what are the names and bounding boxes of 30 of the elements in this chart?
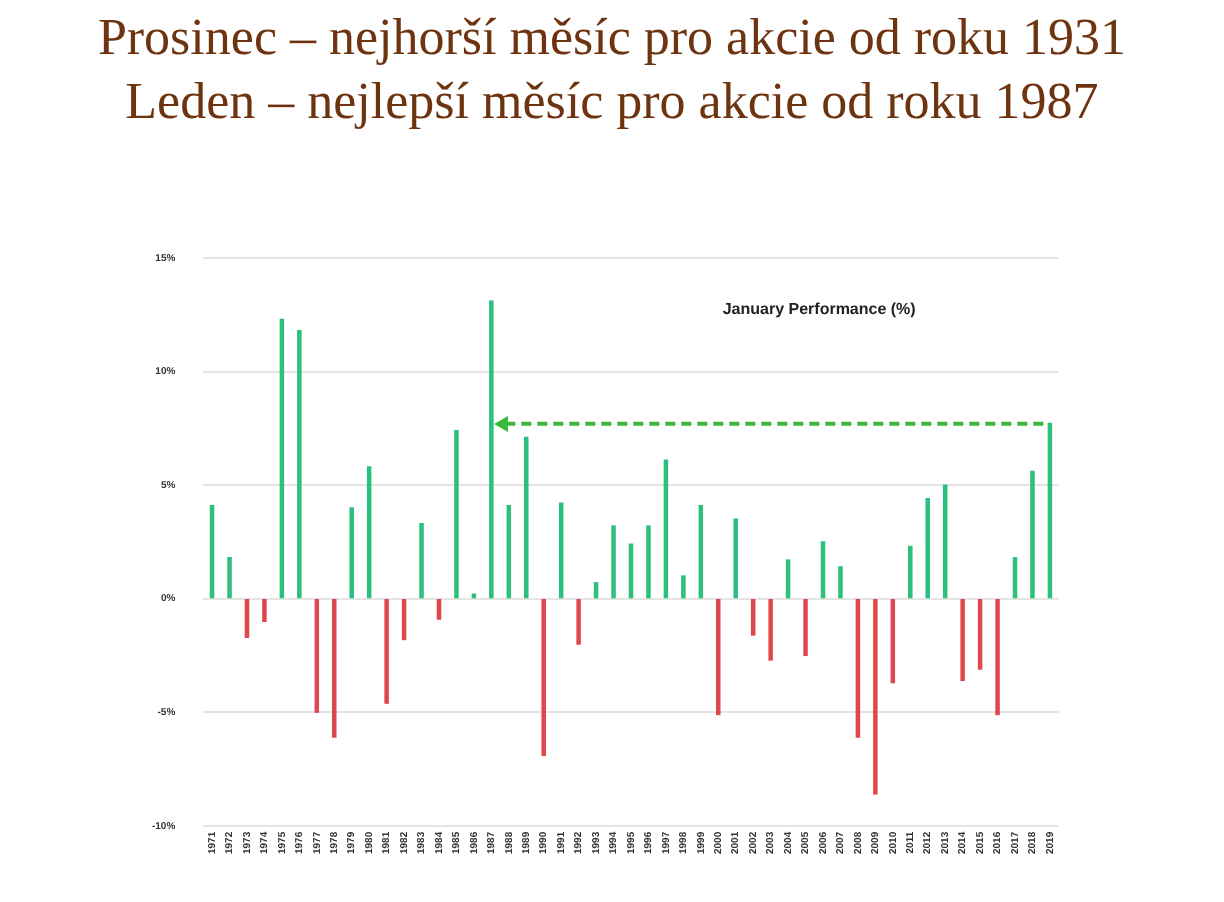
bar (995, 598, 1000, 716)
bar (489, 300, 494, 599)
chart-title: Prosinec – nejhorší měsíc pro akcie od roku 1931 (95, 8, 1129, 68)
bar (297, 330, 302, 599)
bar (925, 498, 930, 599)
annotation: January Performance (%) (722, 300, 917, 319)
bar (768, 598, 773, 661)
bar (733, 518, 738, 599)
bar (332, 598, 337, 738)
bar (681, 575, 686, 599)
bar (803, 598, 808, 657)
bar (541, 598, 546, 757)
chart-subtitle: Leden – nejlepší měsíc pro akcie od roku 1987 (123, 72, 1101, 132)
bar (419, 523, 424, 599)
bar (838, 566, 843, 599)
bar (227, 557, 232, 599)
bar (262, 598, 267, 623)
bar (716, 598, 721, 716)
bar (454, 429, 459, 599)
bar (1030, 470, 1035, 599)
bar (576, 598, 581, 645)
bar (471, 593, 477, 599)
bar (524, 436, 529, 599)
bar (611, 525, 616, 599)
bar (349, 507, 354, 599)
bar (646, 525, 651, 599)
bar (873, 598, 878, 795)
bar (384, 598, 389, 704)
bar (908, 545, 913, 599)
bar (960, 598, 965, 682)
